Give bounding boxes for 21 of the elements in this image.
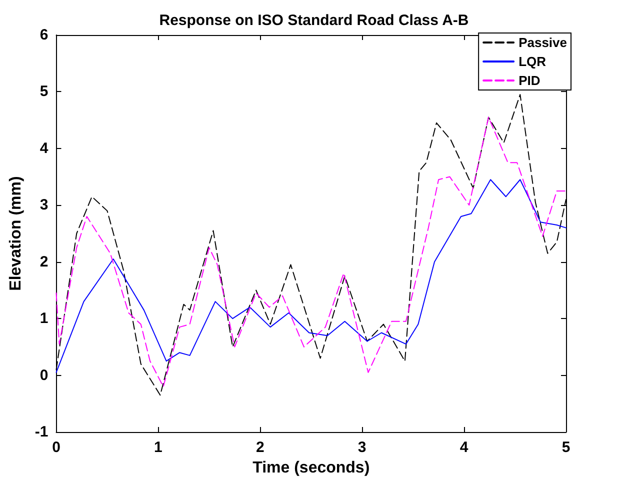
legend-label: Passive [518,35,568,50]
x-tick-label: 3 [358,439,366,456]
y-tick-label: 3 [40,196,48,214]
x-tick-label: 0 [52,439,60,456]
y-tick-label: 0 [40,366,48,384]
x-tick-label: 4 [460,439,469,456]
y-tick-label: 2 [40,253,48,270]
x-tick-label: 1 [154,439,162,456]
y-axis-title: Elevation (mm) [8,176,24,291]
x-tick-label: 2 [256,439,264,456]
y-tick-label: 1 [40,310,48,328]
y-tick-label: 5 [40,83,48,100]
y-tick-label: 6 [40,26,48,44]
x-axis-title: Time (seconds) [252,459,370,476]
x-tick-label: 5 [562,439,570,456]
y-tick-label: 4 [40,140,49,157]
y-tick-label: -1 [34,424,48,440]
legend-label: PID [518,73,540,88]
legend-label: LQR [518,54,547,69]
line-series [56,179,566,373]
chart-title: Response on ISO Standard Road Class A-B [159,12,469,29]
